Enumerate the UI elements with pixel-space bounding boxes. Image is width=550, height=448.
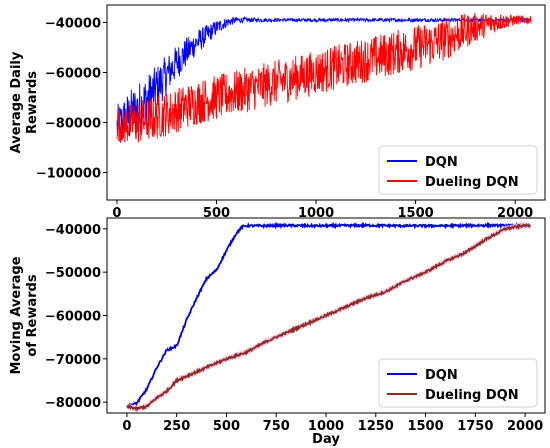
x-axis-label: Day [312, 432, 340, 447]
y-axis-label-line: Rewards [25, 71, 40, 134]
chart-1: 0 500 1000 1500 2000 −100000 −80000 −60000 −4000… [9, 4, 546, 221]
plot-area [126, 221, 531, 413]
chart-2: 0 250 500 750 1000 1250 1500 1750 2000 −80000 −700… [9, 217, 546, 447]
y-axis-label-line: Moving Average [9, 256, 24, 374]
legend [378, 358, 538, 408]
x-tick-label: 250 [163, 419, 190, 434]
x-tick-label: 1500 [397, 206, 433, 221]
plot-area [116, 12, 532, 143]
y-axis-label-line: Average Daily [9, 51, 24, 153]
y-tick-label: −80000 [45, 117, 101, 132]
x-tick-label: 1500 [407, 419, 443, 434]
series-line-dueling-dqn [126, 223, 531, 413]
legend-label: DQN [425, 155, 458, 170]
x-tick-label: 500 [203, 206, 230, 221]
x-tick-label: 0 [122, 419, 131, 434]
x-tick-label: 1000 [298, 206, 334, 221]
x-tick-label: 2000 [497, 206, 533, 221]
legend [378, 145, 538, 195]
x-tick-label: 0 [112, 206, 121, 221]
x-tick-label: 750 [263, 419, 290, 434]
y-tick-label: −70000 [45, 353, 101, 368]
y-tick-label: −60000 [45, 310, 101, 325]
y-axis-label: Average DailyRewards [9, 51, 40, 153]
x-tick-label: 1250 [358, 419, 394, 434]
y-tick-label: −40000 [45, 223, 101, 238]
y-axis-label: Moving Averageof Rewards [9, 256, 40, 374]
y-tick-label: −40000 [45, 17, 101, 32]
legend-label: Dueling DQN [425, 388, 519, 403]
series-line-dqn [126, 221, 531, 408]
y-tick-label: −80000 [45, 396, 101, 411]
x-tick-label: 2000 [507, 419, 543, 434]
y-tick-label: −100000 [36, 167, 101, 182]
y-tick-label: −50000 [45, 266, 101, 281]
legend-label: DQN [425, 368, 458, 383]
x-tick-label: 1000 [308, 419, 344, 434]
legend-label: Dueling DQN [425, 175, 519, 190]
y-tick-label: −60000 [45, 67, 101, 82]
x-tick-label: 1750 [457, 419, 493, 434]
series-line-dueling-dqn [116, 12, 532, 143]
x-tick-label: 500 [213, 419, 240, 434]
y-axis-label-line: of Rewards [25, 274, 40, 356]
plot-frame [106, 4, 546, 201]
